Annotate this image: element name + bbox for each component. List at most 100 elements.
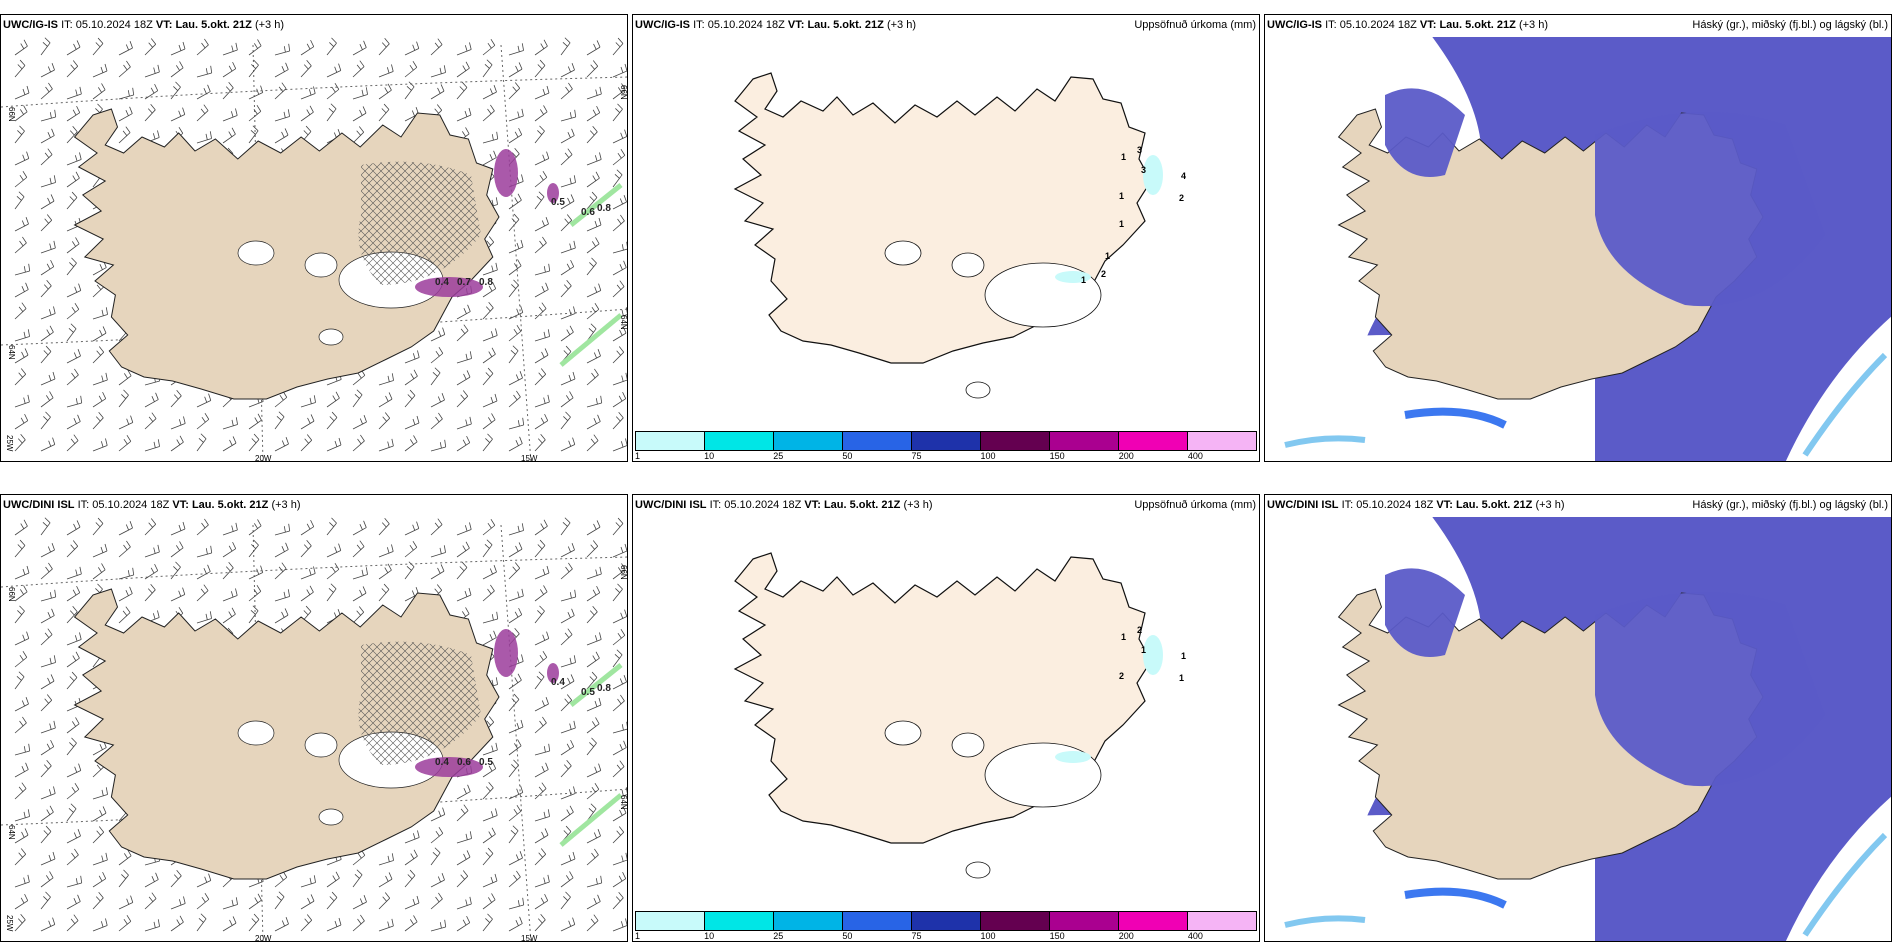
barb-staff xyxy=(560,219,573,232)
barb-feather xyxy=(622,391,627,399)
barb-feather xyxy=(45,891,51,898)
wind-barb xyxy=(40,214,53,232)
wind-barb xyxy=(118,849,132,866)
barb-staff xyxy=(508,265,522,276)
barb-feather xyxy=(173,874,179,880)
barb-staff xyxy=(612,220,625,232)
barb-feather xyxy=(469,416,472,425)
barb-feather xyxy=(235,897,238,905)
barb-feather xyxy=(76,40,81,48)
wind-barb xyxy=(612,241,627,254)
barb-staff xyxy=(456,87,468,100)
wind-barb xyxy=(404,350,420,364)
barb-feather xyxy=(361,89,364,97)
wind-barb xyxy=(508,239,524,254)
barb-feather xyxy=(488,301,494,309)
barb-staff xyxy=(274,596,290,602)
barb-feather xyxy=(563,284,569,290)
wind-barb xyxy=(534,913,546,932)
barb-feather xyxy=(547,874,550,883)
barb-feather xyxy=(619,678,624,685)
barb-staff xyxy=(222,567,234,580)
barb-feather xyxy=(496,611,499,620)
barb-feather xyxy=(543,331,546,339)
barb-staff xyxy=(66,177,80,188)
barb-staff xyxy=(482,45,496,56)
barb-feather xyxy=(538,306,544,313)
barb-feather xyxy=(618,891,624,899)
wind-barb xyxy=(14,263,31,276)
barb-staff xyxy=(560,116,576,122)
barb-staff xyxy=(196,590,209,602)
colorbar-tick-label: 10 xyxy=(704,931,715,941)
barb-feather xyxy=(283,111,286,119)
colorbar-swatch xyxy=(981,432,1050,450)
wind-barb xyxy=(612,649,623,668)
barb-staff xyxy=(144,589,156,602)
barb-feather xyxy=(487,367,494,374)
barb-feather xyxy=(538,786,544,793)
barb-feather xyxy=(19,59,26,66)
barb-feather xyxy=(225,86,231,92)
wind-barb xyxy=(482,328,498,342)
barb-feather xyxy=(43,416,49,422)
barb-feather xyxy=(487,588,492,595)
barb-feather xyxy=(410,439,415,445)
barb-staff xyxy=(508,904,524,910)
barb-feather xyxy=(310,414,315,422)
barb-feather xyxy=(469,522,472,530)
barb-staff xyxy=(534,750,550,756)
barb-staff xyxy=(144,551,160,558)
barb-feather xyxy=(513,693,520,700)
barb-feather xyxy=(569,325,574,333)
barb-feather xyxy=(306,59,312,67)
barb-feather xyxy=(23,519,28,527)
barb-staff xyxy=(586,197,598,210)
barb-staff xyxy=(586,131,598,144)
barb-staff xyxy=(92,925,108,932)
barb-staff xyxy=(534,65,546,78)
precip-blob xyxy=(494,149,518,197)
wind-barb xyxy=(612,83,626,100)
barb-feather xyxy=(485,852,491,858)
barb-feather xyxy=(386,547,390,554)
barb-staff xyxy=(14,638,29,646)
barb-feather xyxy=(591,306,596,313)
barb-feather xyxy=(46,214,53,221)
barb-feather xyxy=(20,109,25,115)
barb-feather xyxy=(538,372,544,378)
barb-feather xyxy=(358,126,365,133)
barb-staff xyxy=(378,89,392,100)
barb-staff xyxy=(378,569,392,580)
barb-feather xyxy=(253,108,258,115)
barb-feather xyxy=(22,568,26,576)
barb-feather xyxy=(334,66,338,73)
barb-staff xyxy=(560,727,576,734)
barb-feather xyxy=(46,279,52,287)
wind-barb xyxy=(378,583,390,602)
barb-feather xyxy=(541,831,545,838)
panel-wind-igis: UWC/IG-IS IT: 05.10.2024 18Z VT: Lau. 5.… xyxy=(0,14,628,462)
barb-feather xyxy=(253,539,259,546)
barb-staff xyxy=(14,401,30,408)
wind-barb xyxy=(612,852,627,866)
wind-barb xyxy=(378,83,392,100)
barb-staff xyxy=(456,529,472,536)
barb-staff xyxy=(586,224,602,232)
barb-staff xyxy=(170,67,184,78)
wind-barb xyxy=(40,175,56,188)
barb-feather xyxy=(621,789,624,797)
barb-staff xyxy=(560,924,575,932)
value-label: 0.4 xyxy=(551,677,565,688)
barb-feather xyxy=(441,873,445,881)
wind-barb xyxy=(612,583,623,602)
barb-feather xyxy=(20,43,25,50)
barb-feather xyxy=(543,519,548,527)
barb-staff xyxy=(144,71,160,78)
precip-blob xyxy=(547,663,559,683)
barb-feather xyxy=(516,308,520,315)
panel-clouds-igis: UWC/IG-IS IT: 05.10.2024 18Z VT: Lau. 5.… xyxy=(1264,14,1892,462)
precip-area xyxy=(1143,635,1163,675)
wind-barb xyxy=(40,37,51,56)
wind-barb xyxy=(14,413,29,430)
